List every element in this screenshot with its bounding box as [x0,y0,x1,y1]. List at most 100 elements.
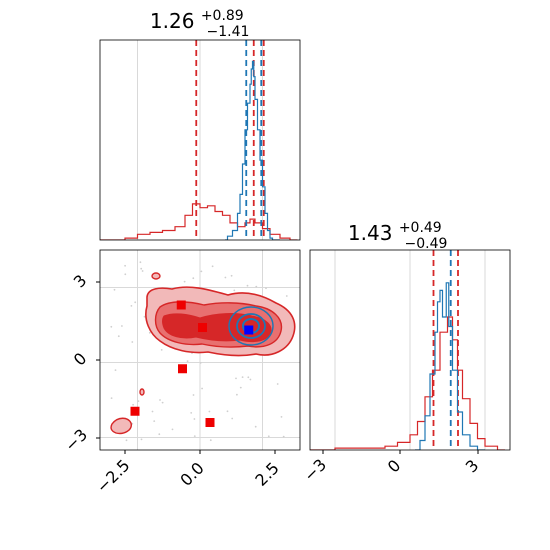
sample-point [285,295,288,297]
blue-contour-middle [236,313,266,339]
sample-point [124,264,126,267]
sample-point [276,383,279,385]
sample-point [265,287,267,290]
red-contour-inner [162,313,272,343]
marker-square [130,406,140,416]
red-blob-small [139,388,145,396]
title-plus-param2: +0.49 [399,220,442,236]
axes-frame-param1 [99,39,301,241]
grid-lines-param1 [137,40,263,240]
sample-point [130,305,133,307]
sample-point [199,362,202,364]
histograms-param2 [310,250,505,450]
histogram-panel-param1: 1.26 +0.89 −1.41 [99,1,301,241]
histogram-series-0 [100,203,298,240]
sample-point [124,273,127,276]
blue-contour-outer [228,306,274,346]
red-blob-left [110,417,132,435]
sample-point [131,341,134,343]
sample-point [246,284,249,287]
sample-point [140,438,143,441]
histograms-param1 [100,40,298,240]
red-blob-top [151,272,161,280]
x-axis-param2: −3 0 3 [300,450,482,485]
sample-point [113,288,116,291]
sample-point [171,428,174,431]
xtick-label: 2.5 [251,458,282,489]
sample-point [209,439,212,442]
sample-point [161,401,164,404]
panel-title-param1: 1.26 +0.89 −1.41 [150,1,250,40]
sample-point [235,377,237,380]
sample-point [192,277,195,280]
histogram-series-1 [225,60,280,240]
sample-point [239,386,242,389]
sample-point [148,331,151,334]
contours-2d [110,261,296,442]
sample-point [226,410,229,413]
marker-squares [130,300,254,427]
sample-point [153,420,156,422]
sample-point [110,325,113,328]
sample-point [282,435,285,438]
sample-point [117,335,120,338]
sample-point [140,267,143,270]
marker-square [178,364,187,374]
sample-point [236,393,238,396]
panel-title-param2: 1.43 +0.49 −0.49 [348,213,448,252]
sample-point [158,433,161,436]
sample-point [151,410,154,413]
sample-point [208,410,211,413]
histogram-series-0 [310,316,505,450]
sample-point [254,425,257,428]
sample-point [132,403,135,406]
ytick-label: −3 [61,425,91,455]
y-axis-2d: 3 0 −3 [61,271,100,455]
ytick-label: 0 [70,349,91,370]
marker-square [244,325,254,335]
sample-point [211,265,214,268]
sample-point [125,439,128,442]
title-minus-param2: −0.49 [405,236,448,252]
xtick-label: −3 [300,455,330,485]
sample-point [114,369,117,371]
sample-point [230,274,233,277]
sample-point [183,280,186,283]
sample-point [241,376,244,378]
scatter-panel-2d: 3 0 −3 −2.5 0.0 2.5 [61,249,301,497]
marker-square [198,323,207,332]
sample-point [280,416,283,418]
ytick-label: 3 [70,271,91,292]
sample-point [201,387,204,390]
sample-point [121,325,123,327]
title-median-param2: 1.43 [348,221,393,245]
sample-point [193,418,196,420]
sample-point [143,315,146,318]
title-minus-param1: −1.41 [207,24,250,40]
sample-point [159,399,161,401]
sample-point [190,412,193,414]
axes-frame-param2 [309,249,511,451]
sample-point [192,394,195,396]
xtick-label: 0.0 [176,458,207,489]
sample-point [255,285,258,288]
histogram-series-1 [415,282,485,450]
sample-point [139,261,142,264]
sample-point [247,376,250,379]
sample-point [137,400,140,402]
sample-point [224,276,227,279]
title-plus-param1: +0.89 [201,8,244,24]
title-median-param1: 1.26 [150,9,195,33]
xtick-label: 3 [462,456,483,477]
sample-point [141,270,144,272]
sample-point [110,397,113,399]
x-axis-2d: −2.5 0.0 2.5 [93,450,283,497]
marker-square [205,418,215,427]
sample-point [186,360,189,362]
sample-point [249,378,252,381]
histogram-panel-param2: 1.43 +0.49 −0.49 −3 0 3 [300,213,511,485]
sample-point [160,349,163,351]
grid-lines-param2 [334,250,486,450]
sample-point [200,270,203,273]
